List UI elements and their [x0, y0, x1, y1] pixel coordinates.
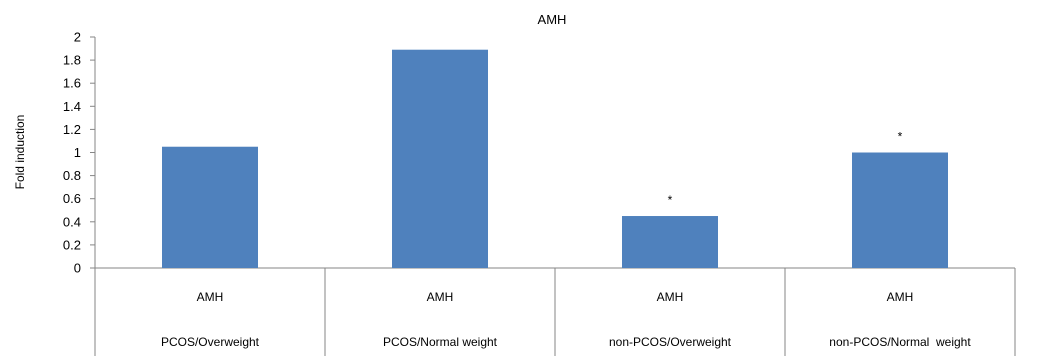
- y-tick-label: 0: [74, 261, 81, 276]
- category-table: AMH PCOS/Overweight AMH PCOS/Normal weight A…: [94, 268, 1016, 356]
- y-axis-label: Fold induction: [13, 115, 27, 190]
- y-tick-label: 0.6: [63, 191, 81, 206]
- y-tick-label: 2: [74, 30, 81, 45]
- bar: [852, 152, 948, 268]
- category-label-bottom: non-PCOS/Normal weight: [829, 335, 971, 349]
- y-tick-label: 1: [74, 145, 81, 160]
- significance-marker: *: [898, 130, 903, 144]
- y-tick-label: 0.8: [63, 168, 81, 183]
- category-label-bottom: PCOS/Overweight: [161, 335, 260, 349]
- category-label-top: AMH: [887, 290, 914, 304]
- y-tick-label: 1.8: [63, 53, 81, 68]
- y-tick-label: 1.6: [63, 76, 81, 91]
- y-tick-label: 0.2: [63, 237, 81, 252]
- y-tick-label: 1.4: [63, 99, 81, 114]
- category-label-top: AMH: [427, 290, 454, 304]
- annotations: **: [668, 130, 903, 208]
- category-label-top: AMH: [657, 290, 684, 304]
- chart-title: AMH: [538, 12, 567, 27]
- bar: [622, 216, 718, 268]
- bar: [162, 146, 258, 268]
- bars: [162, 49, 948, 268]
- y-tick-label: 1.2: [63, 122, 81, 137]
- category-label-bottom: PCOS/Normal weight: [383, 335, 498, 349]
- y-tick-label: 0.4: [63, 214, 81, 229]
- category-label-top: AMH: [197, 290, 224, 304]
- significance-marker: *: [668, 193, 673, 207]
- bar: [392, 49, 488, 268]
- category-label-bottom: non-PCOS/Overweight: [609, 335, 732, 349]
